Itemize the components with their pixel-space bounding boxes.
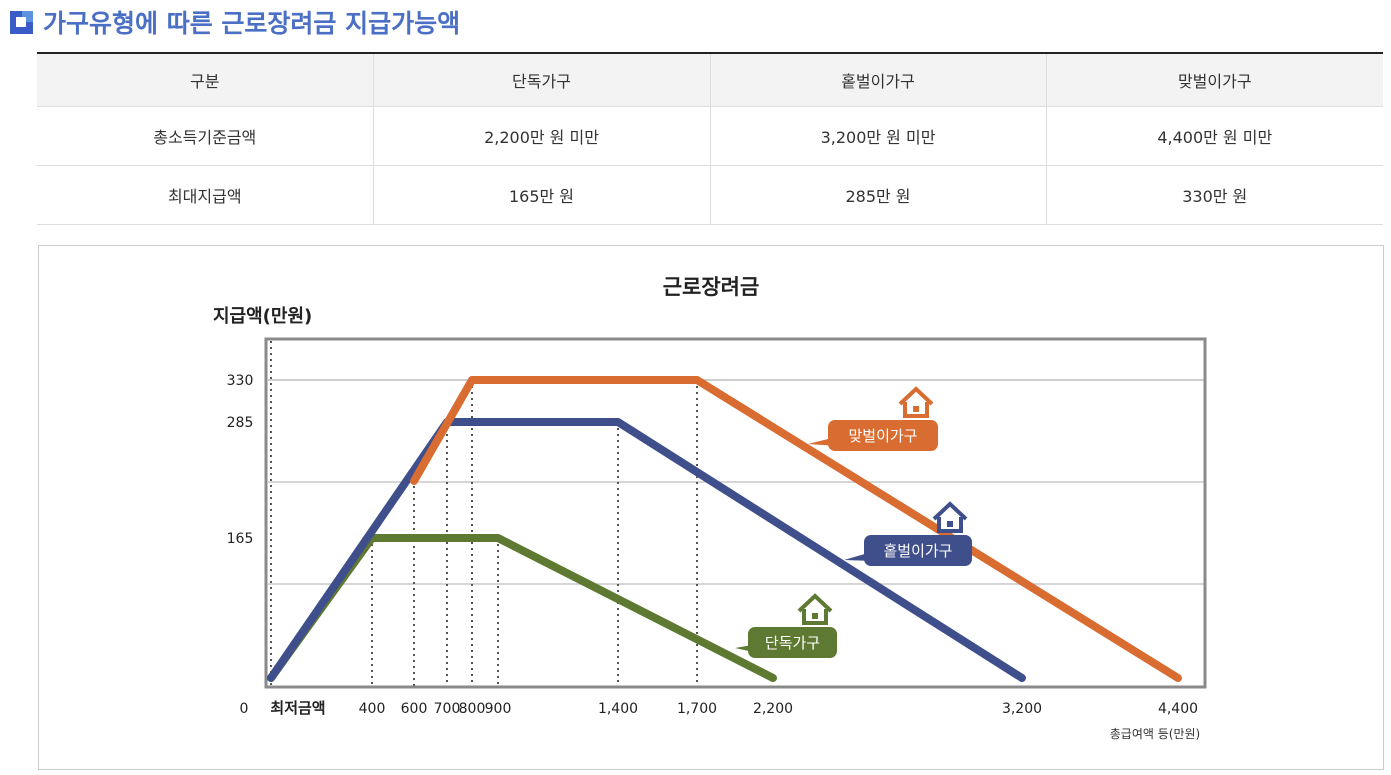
series-label: 홑벌이가구 [883, 542, 952, 560]
plot-frame [264, 337, 1207, 689]
y-zero-label: 0 [240, 701, 249, 717]
y-axis-label: 지급액(만원) [213, 306, 312, 327]
house-window [812, 613, 818, 619]
x-tick-label: 3,200 [1002, 701, 1042, 717]
section-title: 가구유형에 따른 근로장려금 지급가능액 [10, 4, 460, 40]
y-tick-label: 165 [227, 531, 254, 547]
table-header: 홑벌이가구 [709, 53, 1046, 107]
x-tick-label: 900 [485, 701, 512, 717]
x-tick-label: 2,200 [753, 701, 793, 717]
chart-title: 근로장려금 [663, 275, 760, 299]
house-window [913, 406, 919, 412]
x-tick-label: 800 [459, 701, 486, 717]
callout-box [864, 535, 972, 566]
section-title-text: 가구유형에 따른 근로장려금 지급가능액 [43, 9, 461, 38]
table-cell: 2,200만 원 미만 [372, 106, 710, 166]
table-cell: 165만 원 [372, 165, 710, 225]
table-header-row: 구분 단독가구 홑벌이가구 맞벌이가구 [37, 53, 1383, 107]
series-label: 맞벌이가구 [848, 427, 917, 445]
x-tick-label: 700 [434, 701, 461, 717]
square-bullet-icon [10, 10, 33, 34]
series-label: 단독가구 [765, 634, 820, 652]
x-tick-label: 4,400 [1158, 701, 1198, 717]
table-cell: 285만 원 [709, 165, 1046, 225]
house-icon [797, 593, 833, 625]
house-icon [932, 501, 968, 533]
y-tick-label: 285 [227, 415, 254, 431]
callout-box [828, 420, 938, 451]
callout-box [748, 627, 837, 658]
x-start-label: 최저금액 [270, 699, 325, 717]
table-cell: 330만 원 [1045, 165, 1383, 225]
table-row: 최대지급액 165만 원 285만 원 330만 원 [37, 165, 1383, 225]
house-icon [898, 386, 934, 418]
table-cell: 4,400만 원 미만 [1045, 106, 1383, 166]
x-tick-label: 600 [401, 701, 428, 717]
chart-container [38, 245, 1384, 770]
series-line [267, 418, 1026, 682]
x-tick-label: 1,400 [598, 701, 638, 717]
table-cell: 총소득기준금액 [37, 106, 373, 166]
table-cell: 최대지급액 [37, 165, 373, 225]
eligibility-table: 구분 단독가구 홑벌이가구 맞벌이가구 총소득기준금액 2,200만 원 미만 … [37, 52, 1383, 225]
table-header: 맞벌이가구 [1045, 53, 1383, 107]
table-header: 단독가구 [372, 53, 710, 107]
table-header: 구분 [37, 53, 373, 107]
table-cell: 3,200만 원 미만 [709, 106, 1046, 166]
x-axis-label: 총급여액 등(만원) [1110, 727, 1200, 741]
x-tick-label: 1,700 [677, 701, 717, 717]
x-tick-label: 400 [359, 701, 386, 717]
house-window [947, 521, 953, 527]
table-row: 총소득기준금액 2,200만 원 미만 3,200만 원 미만 4,400만 원… [37, 106, 1383, 166]
y-tick-label: 330 [227, 373, 254, 389]
